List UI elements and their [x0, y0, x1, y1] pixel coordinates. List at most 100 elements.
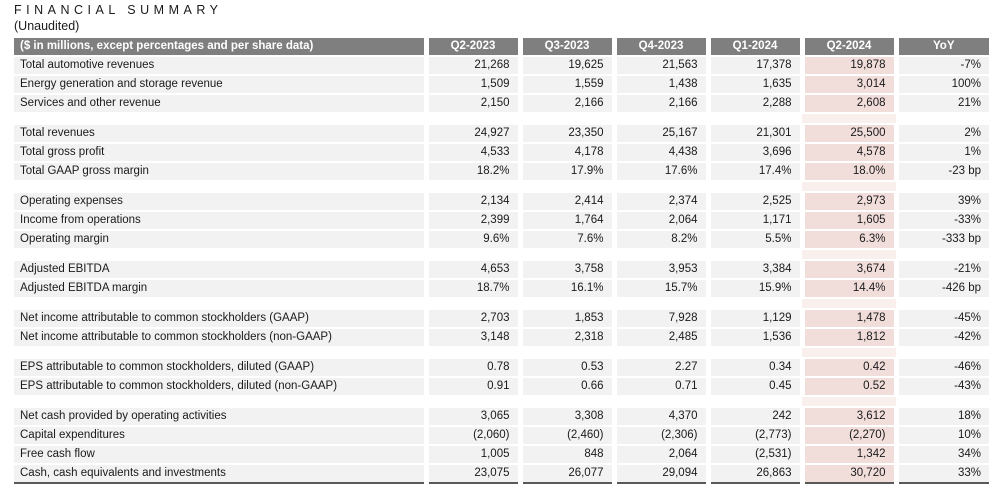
section-spacer-row [14, 347, 989, 359]
row-value: 17.4% [705, 162, 802, 182]
row-value: 1% [893, 143, 989, 163]
row-value: -45% [893, 309, 989, 329]
spacer-cell [520, 347, 614, 359]
spacer-cell [14, 347, 426, 359]
row-value: 1,005 [423, 445, 520, 465]
row-label: Total gross profit [14, 143, 426, 163]
row-value: 23,350 [517, 124, 614, 144]
row-value: 1,129 [705, 309, 802, 329]
spacer-cell [14, 396, 426, 408]
section-spacer-row [14, 249, 989, 261]
spacer-cell [896, 347, 989, 359]
spacer-cell [708, 396, 802, 408]
row-value: 15.7% [611, 279, 708, 299]
spacer-cell [708, 181, 802, 193]
section-spacer-row [14, 181, 989, 193]
row-value: 34% [893, 445, 989, 465]
row-value: 0.53 [517, 358, 614, 378]
row-value: 3,384 [705, 260, 802, 280]
row-value: 19,625 [517, 56, 614, 76]
row-label: Energy generation and storage revenue [14, 75, 426, 95]
spacer-cell [426, 347, 520, 359]
spacer-cell [520, 181, 614, 193]
spacer-cell [708, 298, 802, 310]
row-value: 26,077 [517, 464, 614, 484]
row-value: 15.9% [705, 279, 802, 299]
row-label: Adjusted EBITDA margin [14, 279, 426, 299]
spacer-cell [708, 249, 802, 261]
row-value: 2% [893, 124, 989, 144]
row-value: 2,318 [517, 328, 614, 348]
table-row: Net income attributable to common stockh… [14, 309, 989, 329]
row-value: 1,438 [611, 75, 708, 95]
spacer-cell [802, 347, 896, 359]
row-value: (2,306) [611, 426, 708, 446]
table-row: Energy generation and storage revenue 1,5… [14, 75, 989, 95]
spacer-cell [520, 249, 614, 261]
row-value: 4,653 [423, 260, 520, 280]
spacer-cell [802, 249, 896, 261]
spacer-cell [520, 396, 614, 408]
spacer-cell [896, 249, 989, 261]
row-value: 2,166 [517, 94, 614, 114]
table-row: Free cash flow 1,005 848 2,064 (2,531) 1,342 3… [14, 445, 989, 465]
row-value: 5.5% [705, 230, 802, 250]
row-label: Free cash flow [14, 445, 426, 465]
spacer-cell [802, 113, 896, 125]
row-label: Total revenues [14, 124, 426, 144]
row-value: 26,863 [705, 464, 802, 484]
row-value: 2.27 [611, 358, 708, 378]
row-value: 8.2% [611, 230, 708, 250]
row-value: 6.3% [799, 230, 896, 250]
row-value: 4,533 [423, 143, 520, 163]
row-value: 0.34 [705, 358, 802, 378]
table-row: Cash, cash equivalents and investments 23… [14, 464, 989, 484]
row-label: Total GAAP gross margin [14, 162, 426, 182]
table-body: Total automotive revenues 21,268 19,625 21,… [14, 56, 989, 484]
table-row: Total GAAP gross margin 18.2% 17.9% 17.6% 17… [14, 162, 989, 182]
spacer-cell [896, 113, 989, 125]
row-value: 3,148 [423, 328, 520, 348]
row-value: 2,973 [799, 192, 896, 212]
header-row: ($ in millions, except percentages and p… [14, 38, 989, 57]
spacer-cell [520, 113, 614, 125]
table-row: Total automotive revenues 21,268 19,625 21,… [14, 56, 989, 76]
row-value: 39% [893, 192, 989, 212]
row-value: 33% [893, 464, 989, 484]
row-value: (2,460) [517, 426, 614, 446]
header-column-q4-2023: Q4-2023 [611, 38, 708, 57]
row-value: -42% [893, 328, 989, 348]
header-column-yoy: YoY [893, 38, 989, 57]
row-value: 3,065 [423, 407, 520, 427]
row-value: 2,150 [423, 94, 520, 114]
row-value: 29,094 [611, 464, 708, 484]
spacer-cell [896, 396, 989, 408]
row-value: 1,342 [799, 445, 896, 465]
row-value: (2,270) [799, 426, 896, 446]
row-value: 17,378 [705, 56, 802, 76]
row-value: 18.7% [423, 279, 520, 299]
spacer-cell [708, 347, 802, 359]
row-value: 19,878 [799, 56, 896, 76]
spacer-cell [520, 298, 614, 310]
row-value: 3,308 [517, 407, 614, 427]
spacer-cell [614, 249, 708, 261]
row-value: 1,812 [799, 328, 896, 348]
spacer-cell [14, 181, 426, 193]
row-label: EPS attributable to common stockholders,… [14, 377, 426, 397]
row-value: 18% [893, 407, 989, 427]
table-row: Operating margin 9.6% 7.6% 8.2% 5.5% 6.3% -333… [14, 230, 989, 250]
row-value: 4,578 [799, 143, 896, 163]
section-spacer-row [14, 396, 989, 408]
header-column-q2-2024: Q2-2024 [799, 38, 896, 57]
row-value: 1,764 [517, 211, 614, 231]
spacer-cell [708, 113, 802, 125]
row-value: 2,134 [423, 192, 520, 212]
table-row: Adjusted EBITDA 4,653 3,758 3,953 3,384 3,674… [14, 260, 989, 280]
row-value: 4,370 [611, 407, 708, 427]
row-value: 0.52 [799, 377, 896, 397]
financial-summary-table: ($ in millions, except percentages and p… [14, 38, 989, 484]
row-value: 1,536 [705, 328, 802, 348]
row-value: 21,301 [705, 124, 802, 144]
row-value: 1,559 [517, 75, 614, 95]
